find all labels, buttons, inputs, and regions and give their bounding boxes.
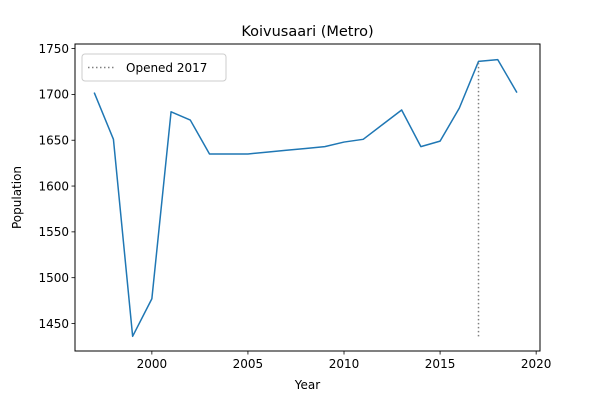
series-line-0 xyxy=(93,58,518,338)
x-tick-label: 2000 xyxy=(137,357,168,371)
y-tick-label: 1550 xyxy=(38,225,69,239)
y-tick-label: 1750 xyxy=(38,42,69,56)
x-tick-label: 2005 xyxy=(233,357,264,371)
chart-title: Koivusaari (Metro) xyxy=(241,24,373,40)
y-tick-label: 1700 xyxy=(38,88,69,102)
y-tick-label: 1450 xyxy=(38,317,69,331)
axes-frame xyxy=(74,43,541,352)
y-tick-label: 1500 xyxy=(38,271,69,285)
y-tick-label: 1600 xyxy=(38,179,69,193)
x-tick-label: 2010 xyxy=(329,357,360,371)
y-axis-label: Population xyxy=(10,166,24,229)
legend-entry-label: Opened 2017 xyxy=(126,61,207,75)
legend: Opened 2017 xyxy=(81,53,227,82)
legend-box xyxy=(81,53,227,82)
x-tick-label: 2020 xyxy=(521,357,552,371)
x-tick-label: 2015 xyxy=(425,357,456,371)
y-tick-label: 1650 xyxy=(38,134,69,148)
x-axis-label: Year xyxy=(294,378,320,392)
